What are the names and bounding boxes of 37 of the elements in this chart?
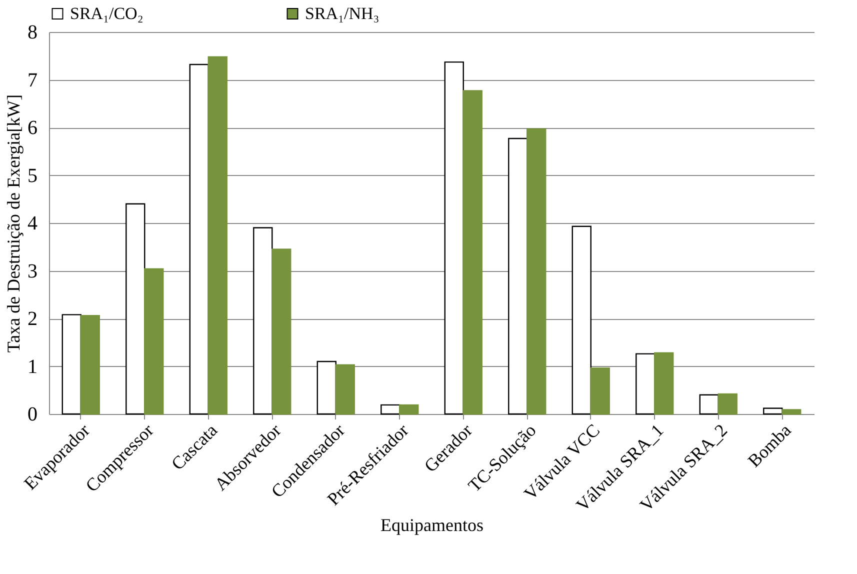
x-axis-title: Equipamentos (380, 515, 484, 536)
bar (508, 138, 528, 415)
bar (189, 64, 209, 415)
bar (763, 408, 783, 415)
y-tick-label: 4 (28, 212, 38, 234)
bar (316, 360, 336, 415)
y-tick-label: 0 (28, 404, 38, 426)
bar (399, 404, 419, 415)
bar (718, 393, 738, 415)
bar (526, 128, 546, 415)
y-tick-label: 6 (28, 117, 38, 139)
bar (462, 90, 482, 415)
y-tick-label: 2 (28, 308, 38, 330)
bar (380, 404, 400, 415)
bar (782, 409, 802, 415)
bar (272, 248, 292, 415)
bar (335, 364, 355, 415)
bar (62, 314, 82, 415)
bar (590, 368, 610, 415)
legend-label: SRA₁/NH₃ (305, 4, 380, 23)
y-tick-label: 5 (28, 164, 38, 187)
bar (126, 203, 146, 415)
y-tick-label: 3 (28, 260, 38, 282)
bar (654, 352, 674, 415)
y-axis-title: Taxa de Destruição de Exergia[kW] (4, 94, 24, 353)
y-tick-label: 7 (28, 69, 38, 92)
bar (444, 61, 464, 415)
bar (572, 226, 592, 415)
bar (636, 353, 656, 415)
bar (253, 227, 273, 415)
bar (80, 315, 100, 415)
bar (144, 268, 164, 415)
bar (699, 394, 719, 415)
y-tick-label: 1 (28, 356, 38, 378)
legend-label: SRA₁/CO₂ (70, 4, 144, 23)
bar (208, 56, 228, 415)
y-tick-label: 8 (28, 22, 38, 44)
